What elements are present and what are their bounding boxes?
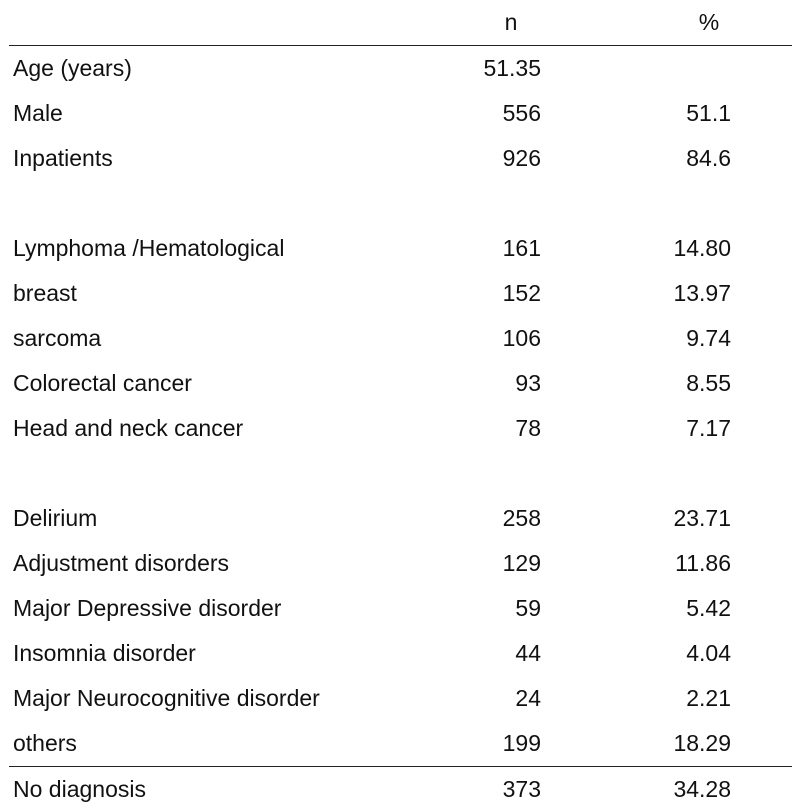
row-n: 161 <box>502 235 541 261</box>
row-label: Major Neurocognitive disorder <box>13 685 320 711</box>
row-label: Age (years) <box>13 55 132 81</box>
table-row-total: No diagnosis 373 34.28 <box>9 766 792 812</box>
row-label: sarcoma <box>13 325 102 351</box>
row-percent: 9.74 <box>686 325 731 351</box>
row-label: others <box>13 730 77 756</box>
row-n: 106 <box>502 325 541 351</box>
row-label: Adjustment disorders <box>13 550 230 576</box>
row-percent: 84.6 <box>686 145 731 171</box>
row-n: 199 <box>502 730 541 756</box>
row-n: 44 <box>515 640 541 666</box>
group-spacer <box>9 181 792 226</box>
demographics-table: n % Age (years) 51.35 Male 556 51.1 Inpa… <box>9 0 792 812</box>
row-n: 129 <box>502 550 541 576</box>
table-row: sarcoma 106 9.74 <box>9 316 792 361</box>
row-percent: 18.29 <box>673 730 731 756</box>
row-n: 556 <box>502 100 541 126</box>
table-row: Delirium 258 23.71 <box>9 496 792 541</box>
table-row: Colorectal cancer 93 8.55 <box>9 361 792 406</box>
table-row: Major Neurocognitive disorder 24 2.21 <box>9 676 792 721</box>
table-row: Male 556 51.1 <box>9 91 792 136</box>
group-spacer <box>9 451 792 496</box>
table-row: Insomnia disorder 44 4.04 <box>9 631 792 676</box>
row-label: No diagnosis <box>13 776 146 802</box>
table-row: Adjustment disorders 129 11.86 <box>9 541 792 586</box>
row-n: 152 <box>502 280 541 306</box>
row-percent: 14.80 <box>673 235 731 261</box>
row-n: 373 <box>502 776 541 802</box>
row-n: 926 <box>502 145 541 171</box>
row-n: 93 <box>515 370 541 396</box>
row-percent: 5.42 <box>686 595 731 621</box>
column-header-n: n <box>504 9 518 35</box>
row-label: Colorectal cancer <box>13 370 192 396</box>
row-percent: 34.28 <box>673 776 731 802</box>
row-label: Head and neck cancer <box>13 415 244 441</box>
row-percent: 7.17 <box>686 415 731 441</box>
row-percent: 8.55 <box>686 370 731 396</box>
row-percent: 11.86 <box>675 550 731 576</box>
row-label: Major Depressive disorder <box>13 595 282 621</box>
row-percent: 4.04 <box>686 640 731 666</box>
row-n: 24 <box>515 685 541 711</box>
table-row: Inpatients 926 84.6 <box>9 136 792 181</box>
row-label: Male <box>13 100 63 126</box>
row-label: Delirium <box>13 505 98 531</box>
table-row: Lymphoma /Hematological 161 14.80 <box>9 226 792 271</box>
row-n: 78 <box>515 415 541 441</box>
row-percent: 2.21 <box>686 685 731 711</box>
row-label: Insomnia disorder <box>13 640 196 666</box>
row-n: 258 <box>502 505 541 531</box>
column-header-percent: % <box>698 9 720 35</box>
row-label: Lymphoma /Hematological <box>13 235 285 261</box>
table-row: breast 152 13.97 <box>9 271 792 316</box>
row-percent: 51.1 <box>686 100 731 126</box>
table-row: Head and neck cancer 78 7.17 <box>9 406 792 451</box>
table-header: n % <box>9 0 792 46</box>
table-row: Age (years) 51.35 <box>9 46 792 91</box>
row-percent: 23.71 <box>673 505 731 531</box>
row-label: breast <box>13 280 77 306</box>
row-n: 59 <box>515 595 541 621</box>
table-row: others 199 18.29 <box>9 721 792 766</box>
table-row: Major Depressive disorder 59 5.42 <box>9 586 792 631</box>
row-n: 51.35 <box>483 55 541 81</box>
row-percent: 13.97 <box>673 280 731 306</box>
row-label: Inpatients <box>13 145 113 171</box>
